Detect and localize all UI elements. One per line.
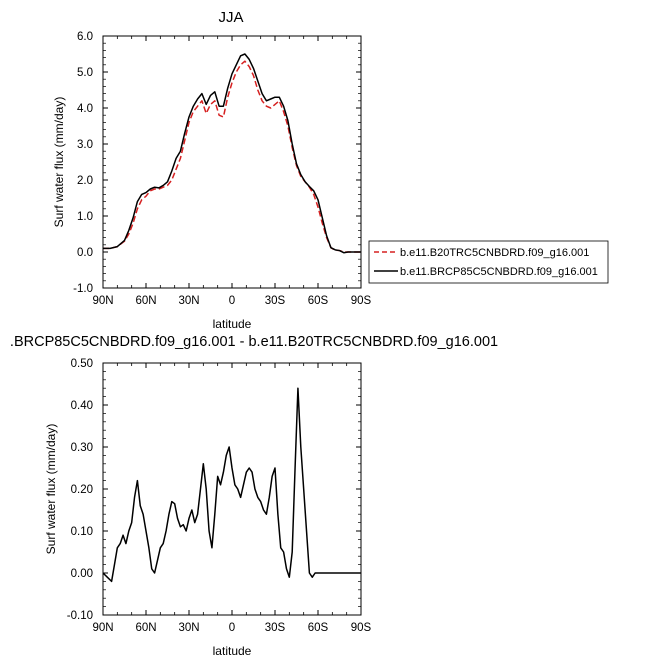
bottom-x-ticks: 90N 60N 30N 0 30S 60S 90S [92,363,372,634]
bottom-x-axis-label: latitude [213,644,252,658]
top-x-tick-label: 90S [351,295,372,307]
top-panel: JJA 90N 60N 30N 0 30S 60S 90S -1.0 0.0 1.0 2.0 3.0… [52,9,372,331]
bottom-x-tick-label: 30N [178,622,199,634]
top-y-tick-label: 1.0 [77,211,93,223]
top-y-ticks: -1.0 0.0 1.0 2.0 3.0 4.0 5.0 6.0 [73,31,361,295]
legend-box [368,240,609,284]
bottom-x-tick-label: 0 [229,622,235,634]
top-series-line-0 [103,60,361,253]
top-y-tick-label: 4.0 [77,103,93,115]
legend-label-rcp85: b.e11.BRCP85C5CNBDRD.f09_g16.001 [400,266,598,278]
bottom-series-line-0 [102,387,361,583]
bottom-panel: .BRCP85C5CNBDRD.f09_g16.001 - b.e11.B20T… [10,334,498,658]
top-x-tick-label: 0 [229,295,235,307]
bottom-x-tick-label: 60S [308,622,329,634]
bottom-series-group [102,387,361,583]
top-y-tick-label: 0.0 [77,247,93,259]
bottom-x-tick-label: 60N [135,622,156,634]
top-y-tick-label: 5.0 [77,67,93,79]
top-series-line-1 [103,53,361,254]
top-x-tick-label: 60N [135,295,156,307]
bottom-y-tick-label: 0.20 [71,484,93,496]
top-x-axis-label: latitude [213,317,252,331]
top-series-group [103,53,361,254]
top-x-tick-label: 90N [92,295,113,307]
bottom-x-tick-label: 30S [265,622,286,634]
bottom-y-tick-label: 0.50 [71,358,93,370]
top-y-tick-label: 2.0 [77,175,93,187]
top-chart-title: JJA [218,9,243,26]
bottom-y-tick-label: -0.10 [67,610,93,622]
legend-label-historical: b.e11.B20TRC5CNBDRD.f09_g16.001 [400,247,589,259]
top-y-axis-label: Surf water flux (mm/day) [52,97,66,228]
bottom-x-tick-label: 90S [351,622,372,634]
bottom-y-axis-label: Surf water flux (mm/day) [44,424,58,555]
top-x-tick-label: 30N [178,295,199,307]
bottom-chart-title: .BRCP85C5CNBDRD.f09_g16.001 - b.e11.B20T… [10,334,498,350]
bottom-plot-frame [102,362,362,616]
top-x-tick-label: 60S [308,295,329,307]
top-x-ticks: 90N 60N 30N 0 30S 60S 90S [92,36,372,307]
bottom-y-tick-label: 0.40 [71,400,93,412]
top-y-tick-label: 6.0 [77,31,93,43]
top-y-tick-label: -1.0 [73,283,93,295]
top-y-tick-label: 3.0 [77,139,93,151]
bottom-y-tick-label: 0.00 [71,568,93,580]
bottom-y-tick-label: 0.30 [71,442,93,454]
top-x-tick-label: 30S [265,295,286,307]
legend: b.e11.B20TRC5CNBDRD.f09_g16.001 b.e11.BR… [368,240,609,284]
bottom-y-ticks: -0.10 0.00 0.10 0.20 0.30 0.40 0.50 [67,358,361,622]
bottom-y-tick-label: 0.10 [71,526,93,538]
bottom-x-tick-label: 90N [92,622,113,634]
